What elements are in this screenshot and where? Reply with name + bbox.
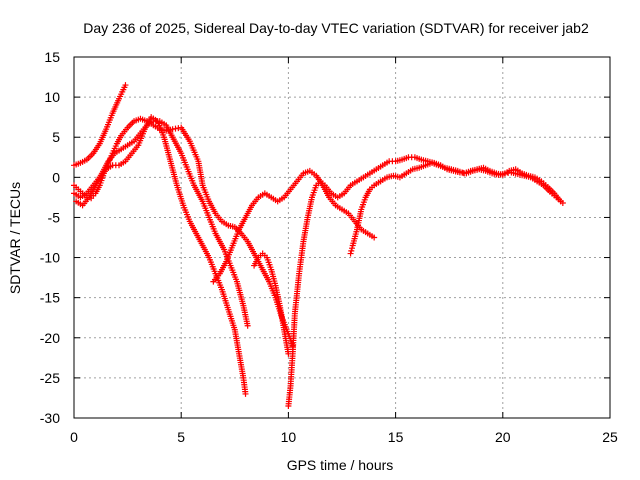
- data-point: [371, 234, 378, 241]
- y-tick-label: 15: [44, 49, 60, 65]
- y-axis-label: SDTVAR / TECUs: [7, 182, 23, 294]
- y-tick-label: 0: [52, 169, 60, 185]
- data-markers: [71, 82, 566, 409]
- y-tick-label: -30: [40, 410, 60, 426]
- grid: [74, 57, 610, 418]
- y-tick-label: -5: [48, 209, 61, 225]
- x-tick-label: 15: [388, 429, 404, 445]
- y-tick-label: 10: [44, 89, 60, 105]
- x-tick-label: 20: [495, 429, 511, 445]
- axis-ticks: 0 5 10 15 20 25 -30 -25 -20 -15 -10 -5 0 5 10 15: [40, 49, 618, 445]
- data-point-interp: [348, 247, 355, 254]
- data-point: [557, 198, 564, 205]
- data-point: [285, 350, 292, 357]
- data-point: [244, 322, 251, 329]
- data-point-interp: [349, 245, 356, 252]
- y-tick-label: -15: [40, 290, 60, 306]
- data-point: [242, 390, 249, 397]
- x-tick-label: 0: [70, 429, 78, 445]
- y-tick-label: 5: [52, 129, 60, 145]
- data-point: [347, 250, 354, 257]
- chart-title: Day 236 of 2025, Sidereal Day-to-day VTE…: [83, 20, 589, 36]
- y-tick-label: -20: [40, 330, 60, 346]
- y-tick-label: -10: [40, 250, 60, 266]
- x-tick-label: 10: [281, 429, 297, 445]
- data-point: [122, 82, 129, 89]
- x-tick-label: 5: [177, 429, 185, 445]
- x-tick-label: 25: [602, 429, 618, 445]
- x-axis-label: GPS time / hours: [287, 457, 394, 473]
- plot-frame: [73, 56, 611, 419]
- y-tick-label: -25: [40, 370, 60, 386]
